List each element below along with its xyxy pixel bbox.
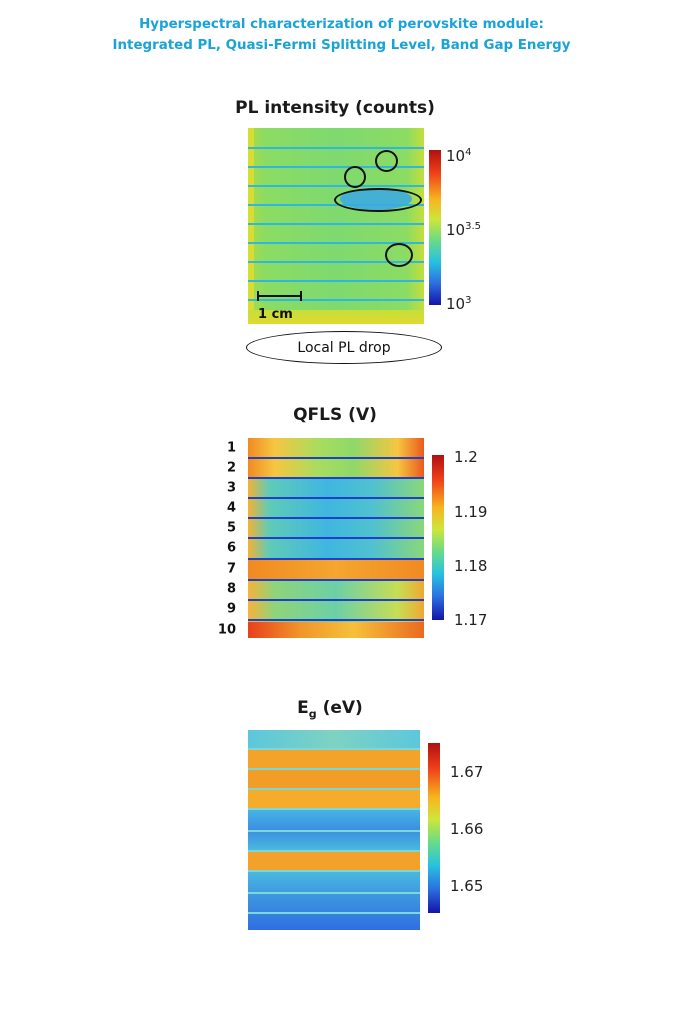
pl-panel-title: PL intensity (counts) bbox=[235, 98, 435, 118]
pl-strip-line bbox=[248, 185, 424, 187]
pl-colorbar-tick: 103.5 bbox=[446, 221, 481, 239]
qfls-panel-title: QFLS (V) bbox=[293, 405, 377, 425]
qfls-strip-line bbox=[248, 619, 424, 621]
qfls-row-label: 4 bbox=[226, 500, 236, 516]
pl-intensity-map: 1 cm bbox=[248, 128, 424, 324]
eg-strip-line bbox=[248, 788, 420, 790]
eg-band bbox=[248, 790, 420, 808]
pl-map-edge-left bbox=[248, 128, 254, 324]
pl-strip-line bbox=[248, 280, 424, 282]
qfls-strip-line bbox=[248, 497, 424, 499]
pl-strip-line bbox=[248, 166, 424, 168]
local-pl-drop-label: Local PL drop bbox=[297, 339, 391, 356]
eg-panel-title: Eg (eV) bbox=[297, 698, 363, 721]
qfls-colorbar-tick: 1.17 bbox=[454, 611, 488, 629]
pl-drop-marker-ellipse bbox=[344, 166, 366, 188]
qfls-strip-line bbox=[248, 579, 424, 581]
pl-strip-line bbox=[248, 242, 424, 244]
qfls-band-row7 bbox=[248, 558, 424, 580]
pl-drop-marker-ellipse bbox=[334, 188, 422, 212]
eg-band bbox=[248, 750, 420, 768]
eg-strip-line bbox=[248, 830, 420, 832]
qfls-colorbar-tick: 1.2 bbox=[454, 448, 478, 466]
page-title: Hyperspectral characterization of perovs… bbox=[0, 14, 683, 56]
qfls-strip-line bbox=[248, 599, 424, 601]
eg-strip-line bbox=[248, 768, 420, 770]
qfls-row-label: 2 bbox=[226, 460, 236, 476]
qfls-row-label: 7 bbox=[226, 561, 236, 577]
qfls-row-label: 5 bbox=[226, 520, 236, 536]
pl-colorbar bbox=[429, 150, 441, 305]
qfls-strip-line bbox=[248, 537, 424, 539]
qfls-row-label: 9 bbox=[226, 601, 236, 617]
pl-strip-line bbox=[248, 147, 424, 149]
pl-drop-marker-ellipse bbox=[375, 150, 398, 172]
pl-strip-line bbox=[248, 299, 424, 301]
pl-strip-line bbox=[248, 204, 424, 206]
eg-strip-line bbox=[248, 748, 420, 750]
pl-strip-line bbox=[248, 261, 424, 263]
scalebar-label: 1 cm bbox=[258, 307, 293, 322]
eg-colorbar-tick: 1.67 bbox=[450, 763, 484, 781]
qfls-band-lower bbox=[248, 580, 424, 622]
eg-strip-line bbox=[248, 892, 420, 894]
qfls-colorbar-tick: 1.19 bbox=[454, 503, 488, 521]
pl-drop-marker-ellipse bbox=[385, 243, 413, 267]
eg-band bbox=[248, 852, 420, 870]
pl-strip-line bbox=[248, 223, 424, 225]
qfls-colorbar-tick: 1.18 bbox=[454, 557, 488, 575]
qfls-colorbar bbox=[432, 455, 444, 620]
eg-band bbox=[248, 872, 420, 930]
pl-colorbar-tick: 103 bbox=[446, 295, 472, 313]
pl-map-edge-bottom bbox=[248, 310, 424, 324]
qfls-band-bottom bbox=[248, 622, 424, 638]
qfls-row-label: 1 bbox=[226, 440, 236, 456]
qfls-row-label: 3 bbox=[226, 480, 236, 496]
qfls-strip-line bbox=[248, 558, 424, 560]
local-pl-drop-legend: Local PL drop bbox=[246, 331, 442, 364]
eg-colorbar bbox=[428, 743, 440, 913]
eg-band bbox=[248, 770, 420, 788]
scalebar-cap-right bbox=[300, 291, 302, 301]
qfls-strip-line bbox=[248, 517, 424, 519]
qfls-strip-line bbox=[248, 477, 424, 479]
eg-strip-line bbox=[248, 808, 420, 810]
eg-strip-line bbox=[248, 870, 420, 872]
qfls-row-label: 10 bbox=[217, 622, 236, 638]
pl-colorbar-tick: 104 bbox=[446, 147, 472, 165]
qfls-row-label: 6 bbox=[226, 540, 236, 556]
page-title-line-1: Hyperspectral characterization of perovs… bbox=[139, 17, 544, 32]
scalebar-line bbox=[257, 295, 302, 297]
eg-colorbar-tick: 1.65 bbox=[450, 877, 484, 895]
qfls-map bbox=[248, 438, 424, 638]
qfls-strip-line bbox=[248, 457, 424, 459]
eg-strip-line bbox=[248, 850, 420, 852]
qfls-row-label: 8 bbox=[226, 581, 236, 597]
eg-band bbox=[248, 730, 420, 748]
page-title-line-2: Integrated PL, Quasi-Fermi Splitting Lev… bbox=[112, 38, 571, 53]
bandgap-map bbox=[248, 730, 420, 930]
eg-strip-line bbox=[248, 912, 420, 914]
eg-colorbar-tick: 1.66 bbox=[450, 820, 484, 838]
